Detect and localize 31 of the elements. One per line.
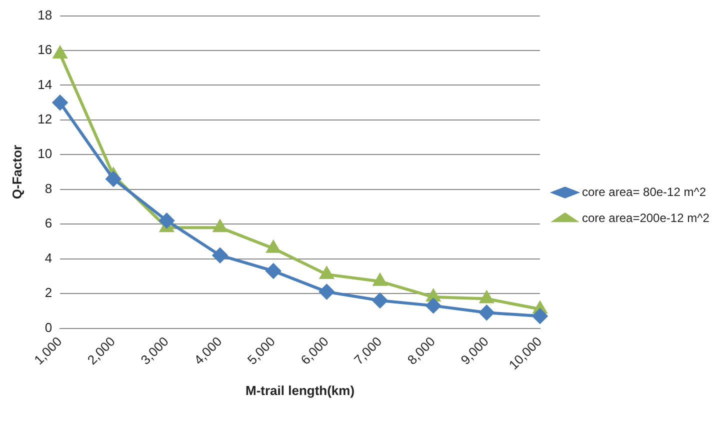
- y-tick-label: 18: [38, 7, 52, 22]
- point: [426, 290, 440, 302]
- legend-label: core area= 80e-12 m^2: [582, 184, 706, 199]
- point: [532, 308, 548, 324]
- point: [372, 292, 388, 308]
- point: [53, 46, 67, 58]
- y-axis-title: Q-Factor: [9, 144, 24, 200]
- point: [479, 305, 494, 320]
- point: [426, 298, 441, 314]
- x-axis-title: M-trail length(km): [246, 382, 355, 398]
- point: [159, 213, 174, 228]
- point: [52, 95, 68, 110]
- point: [480, 291, 494, 304]
- y-tick-label: 8: [44, 180, 52, 196]
- point: [320, 266, 334, 279]
- point: [106, 171, 121, 186]
- point: [266, 263, 281, 278]
- point: [319, 284, 334, 300]
- y-tick-label: 4: [44, 250, 52, 266]
- y-tick-label: 14: [38, 76, 52, 92]
- legend-label: core area=200e-12 m^2: [582, 210, 710, 225]
- point: [213, 220, 227, 232]
- point: [212, 248, 228, 263]
- y-tick-label: 2: [44, 285, 52, 300]
- point: [373, 274, 387, 286]
- y-tick-label: 10: [38, 146, 52, 162]
- y-tick-label: 0: [44, 320, 52, 335]
- y-tick-label: 12: [38, 112, 52, 127]
- point: [266, 240, 280, 253]
- y-tick-label: 6: [44, 216, 52, 231]
- y-tick-label: 16: [38, 42, 52, 58]
